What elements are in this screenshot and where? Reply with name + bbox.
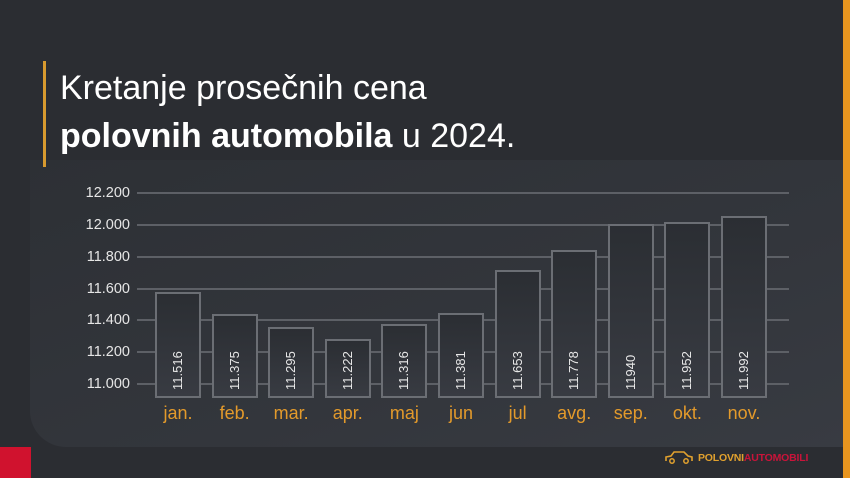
x-axis-label: feb. [219,403,250,423]
bar-nov: 11.992 [721,216,767,398]
bar-value-label: 11.316 [396,351,412,390]
x-axis-label: nov. [727,403,761,423]
bar-okt: 11.952 [664,222,711,398]
car-outline-icon [665,451,693,464]
gridline [137,255,789,258]
x-axis-label: mar. [273,403,309,423]
corner-red-square [0,447,31,478]
bar-value-label: 11.653 [509,351,525,390]
title-accent-bar [43,61,46,167]
x-axis-label: sep. [613,403,648,423]
brand-logo: POLOVNIAUTOMOBILI [664,449,808,465]
title-line-2: polovnih automobila u 2024. [60,112,515,160]
right-accent-stripe [843,0,850,478]
bar-value-label: 11.778 [566,351,582,390]
logo-text-polovni: POLOVNI [698,452,744,464]
y-tick-label: 11.400 [86,312,130,329]
x-axis-label: okt. [672,403,702,423]
bar-value-label: 11.952 [679,351,695,390]
bar-jul: 11.653 [494,270,541,398]
y-tick-label: 12.000 [85,216,130,233]
page-title: Kretanje prosečnih cena polovnih automob… [60,64,515,160]
y-tick-label: 11.200 [86,344,130,361]
bar-jan: 11.516 [155,291,201,398]
x-axis-label: apr. [332,403,363,423]
bar-value-label: 11.375 [226,351,242,390]
bar-value-label: 11.992 [736,351,751,390]
x-axis-label: jan. [163,403,193,423]
x-axis-label: jul [508,403,527,423]
logo-text-automobili: AUTOMOBILI [743,452,809,464]
y-tick-label: 11.000 [86,376,130,392]
y-tick-label: 11.800 [86,248,130,265]
bar-avg: 11.778 [551,250,598,398]
title-bold: polovnih automobila [60,117,393,155]
bar-jun: 11.381 [438,313,484,398]
bar-value-label: 11.516 [170,351,185,390]
title-line-1: Kretanje prosečnih cena [60,69,427,107]
gridline [137,223,789,226]
bar-value-label: 11.295 [283,351,299,390]
y-tick-label: 12.200 [85,185,130,201]
bar-maj: 11.316 [381,323,428,398]
bar-apr: 11.222 [324,338,371,398]
bar-sep: 11940 [607,224,654,398]
title-rest: u 2024. [392,117,516,155]
y-tick-label: 11.600 [86,280,130,297]
bar-mar: 11.295 [268,327,315,398]
x-axis-label: avg. [557,403,592,423]
bar-value-label: 11.381 [453,351,468,390]
bar-value-label: 11.222 [339,351,355,390]
x-axis-label: maj [389,403,419,423]
bar-value-label: 11940 [622,354,638,390]
gridline [137,192,789,194]
x-axis-label: jun [448,403,474,423]
bar-feb: 11.375 [211,314,258,398]
gridline [137,287,789,290]
